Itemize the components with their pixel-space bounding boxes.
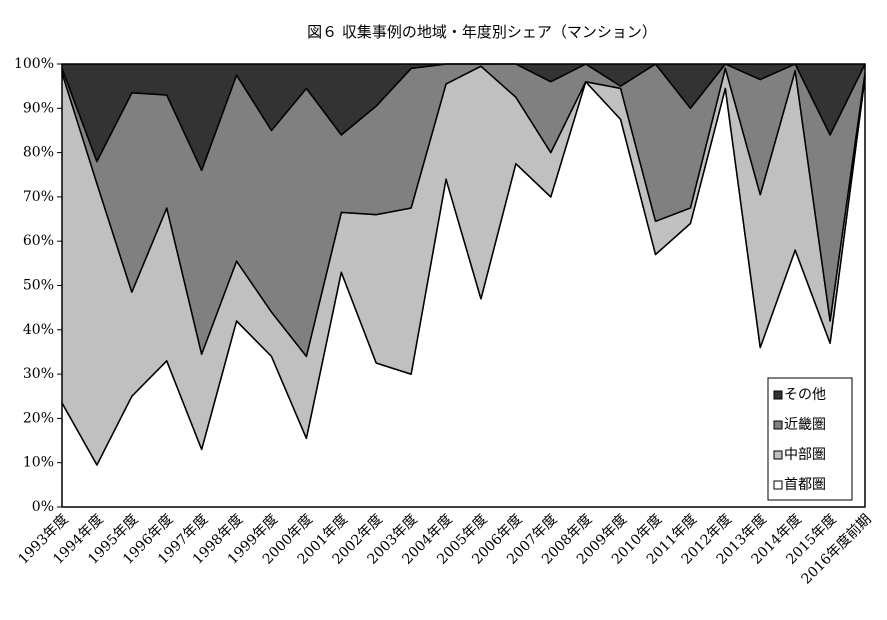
chart-title: 図６ 収集事例の地域・年度別シェア（マンション） — [307, 23, 657, 41]
y-tick-label: 70% — [23, 189, 54, 205]
legend-swatch — [773, 450, 783, 460]
y-tick-label: 50% — [23, 278, 54, 294]
legend-label: 中部圏 — [784, 447, 826, 463]
legend-label: 首都圏 — [784, 477, 826, 493]
legend-label: 近畿圏 — [784, 417, 826, 433]
y-tick-label: 40% — [23, 322, 54, 338]
y-tick-label: 100% — [14, 56, 54, 72]
legend-swatch — [773, 420, 783, 430]
y-tick-label: 90% — [23, 100, 54, 116]
y-tick-label: 0% — [32, 499, 54, 515]
legend-swatch — [773, 390, 783, 400]
y-tick-label: 20% — [23, 410, 54, 426]
legend-swatch — [773, 480, 783, 490]
y-tick-label: 10% — [23, 455, 54, 471]
area — [61, 63, 866, 172]
y-tick-label: 30% — [23, 366, 54, 382]
y-tick-label: 60% — [23, 233, 54, 249]
legend-label: その他 — [784, 387, 826, 403]
y-tick-label: 80% — [23, 145, 54, 161]
